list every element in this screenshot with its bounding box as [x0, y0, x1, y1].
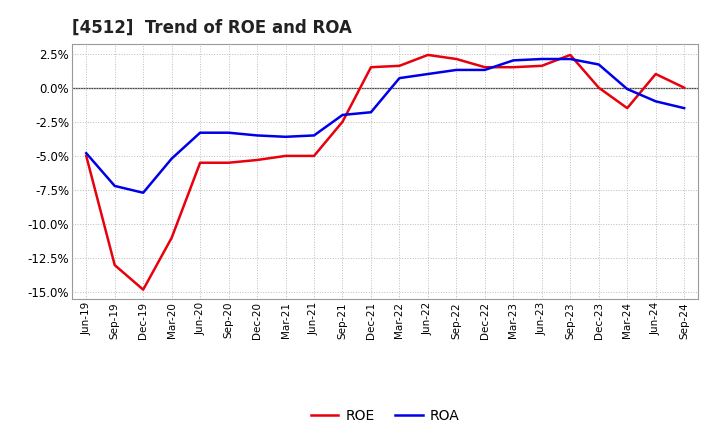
- ROA: [423, 71, 432, 77]
- ROA: [509, 58, 518, 63]
- ROE: [480, 65, 489, 70]
- ROE: [82, 153, 91, 158]
- ROE: [110, 262, 119, 268]
- ROA: [196, 130, 204, 136]
- ROE: [225, 160, 233, 165]
- ROE: [652, 71, 660, 77]
- ROE: [537, 63, 546, 69]
- ROA: [82, 150, 91, 156]
- ROA: [452, 67, 461, 73]
- ROA: [167, 156, 176, 161]
- ROA: [652, 99, 660, 104]
- ROA: [680, 106, 688, 111]
- ROA: [537, 56, 546, 62]
- ROE: [310, 153, 318, 158]
- ROA: [225, 130, 233, 136]
- ROA: [110, 183, 119, 189]
- ROA: [338, 112, 347, 117]
- ROA: [366, 110, 375, 115]
- ROA: [395, 76, 404, 81]
- ROA: [282, 134, 290, 139]
- ROA: [566, 56, 575, 62]
- ROA: [595, 62, 603, 67]
- ROE: [395, 63, 404, 69]
- ROE: [566, 52, 575, 58]
- ROE: [282, 153, 290, 158]
- ROE: [366, 65, 375, 70]
- ROA: [310, 133, 318, 138]
- ROA: [253, 133, 261, 138]
- Legend: ROE, ROA: ROE, ROA: [305, 403, 465, 428]
- Line: ROE: ROE: [86, 55, 684, 290]
- ROE: [680, 85, 688, 90]
- Text: [4512]  Trend of ROE and ROA: [4512] Trend of ROE and ROA: [72, 19, 352, 37]
- ROE: [338, 119, 347, 125]
- ROE: [595, 85, 603, 90]
- Line: ROA: ROA: [86, 59, 684, 193]
- ROE: [623, 106, 631, 111]
- ROA: [623, 86, 631, 92]
- ROE: [196, 160, 204, 165]
- ROE: [452, 56, 461, 62]
- ROE: [423, 52, 432, 58]
- ROE: [139, 287, 148, 292]
- ROE: [509, 65, 518, 70]
- ROE: [167, 235, 176, 240]
- ROA: [139, 190, 148, 195]
- ROA: [480, 67, 489, 73]
- ROE: [253, 158, 261, 163]
